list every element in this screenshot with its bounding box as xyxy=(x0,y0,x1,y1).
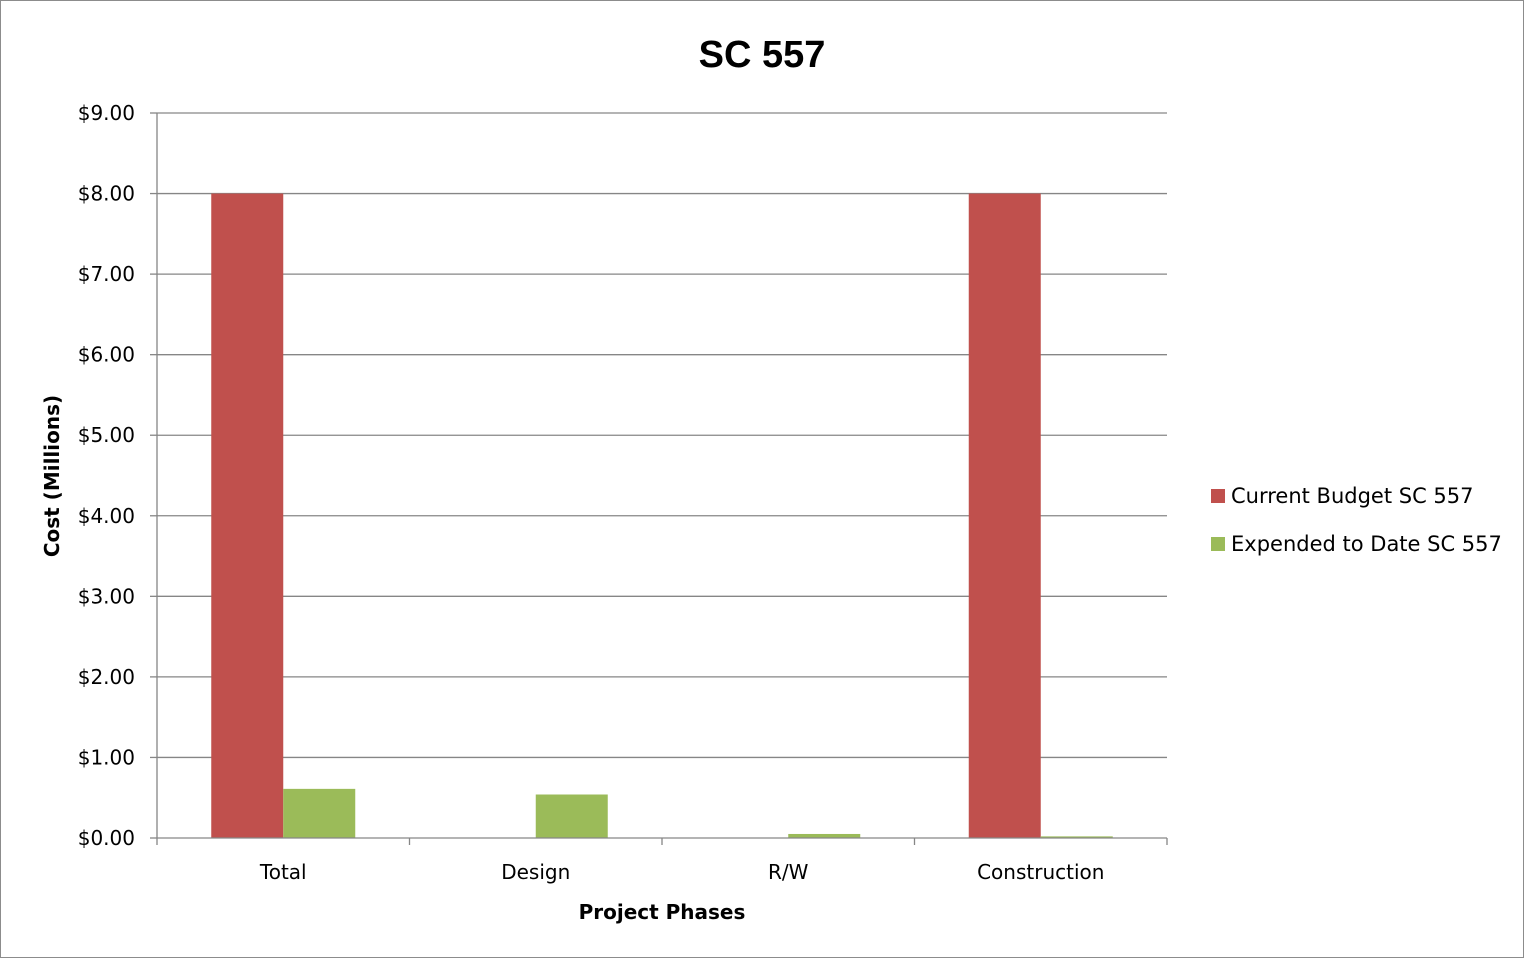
y-tick-label: $6.00 xyxy=(78,343,135,367)
y-tick-label: $0.00 xyxy=(78,826,135,850)
bar-expended-to-date-0 xyxy=(283,788,356,838)
x-tick-label: Total xyxy=(259,860,307,884)
x-axis-ticks: Total Design R/W Construction xyxy=(156,838,1168,884)
gridlines xyxy=(157,112,1167,759)
y-tick-label: $5.00 xyxy=(78,423,135,447)
legend-swatch xyxy=(1211,489,1225,503)
y-axis-ticks: $0.00 $1.00 $2.00 $3.00 $4.00 $5.00 $6.00 $7.00… xyxy=(78,101,157,850)
bar-expended-to-date-3 xyxy=(1040,836,1113,838)
x-tick-label: Design xyxy=(501,860,570,884)
legend-label: Expended to Date SC 557 xyxy=(1231,532,1502,556)
y-tick-label: $4.00 xyxy=(78,504,135,528)
x-axis-label: Project Phases xyxy=(579,900,746,924)
chart-title: SC 557 xyxy=(699,34,826,76)
legend-swatch xyxy=(1211,537,1225,551)
y-tick-label: $1.00 xyxy=(78,745,135,769)
y-tick-label: $2.00 xyxy=(78,665,135,689)
legend-label: Current Budget SC 557 xyxy=(1231,484,1474,508)
y-tick-label: $8.00 xyxy=(78,182,135,206)
bar-expended-to-date-1 xyxy=(535,794,608,838)
y-tick-label: $3.00 xyxy=(78,584,135,608)
y-tick-label: $7.00 xyxy=(78,262,135,286)
x-tick-label: R/W xyxy=(768,860,809,884)
bars xyxy=(211,193,1113,839)
bar-expended-to-date-2 xyxy=(788,833,861,838)
bar-current-budget-3 xyxy=(968,193,1041,839)
legend: Current Budget SC 557 Expended to Date SC… xyxy=(1211,484,1502,556)
y-tick-label: $9.00 xyxy=(78,101,135,125)
bar-current-budget-0 xyxy=(211,193,284,839)
x-tick-label: Construction xyxy=(977,860,1104,884)
y-axis-label: Cost (Millions) xyxy=(40,395,64,557)
